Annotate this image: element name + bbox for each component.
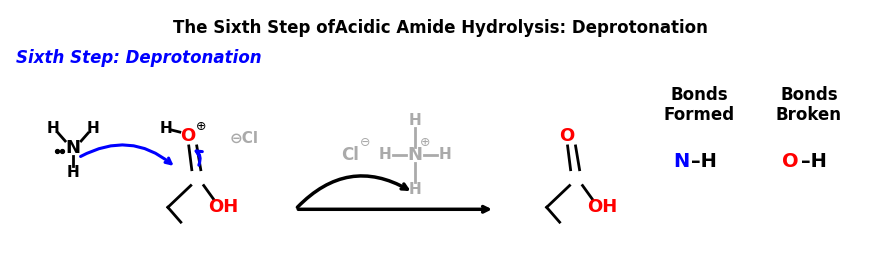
Text: H: H	[438, 147, 451, 162]
Text: H: H	[408, 113, 422, 128]
Text: ⊖: ⊖	[360, 136, 370, 150]
Text: ⊕: ⊕	[195, 120, 206, 133]
Text: The Sixth Step ofAcidic Amide Hydrolysis: Deprotonation: The Sixth Step ofAcidic Amide Hydrolysis…	[172, 19, 708, 37]
Text: Bonds
Broken: Bonds Broken	[776, 86, 842, 124]
Text: H: H	[67, 165, 79, 180]
Text: H: H	[159, 121, 172, 136]
Text: H: H	[408, 182, 422, 197]
Text: ⊕: ⊕	[420, 136, 430, 150]
Text: N: N	[407, 146, 422, 164]
Text: H: H	[87, 121, 99, 136]
Text: N: N	[66, 139, 81, 157]
Text: H: H	[47, 121, 60, 136]
Text: ⊖Cl: ⊖Cl	[230, 130, 259, 145]
Text: H: H	[378, 147, 392, 162]
Text: O: O	[782, 152, 799, 171]
Text: Bonds
Formed: Bonds Formed	[664, 86, 735, 124]
Text: O: O	[559, 127, 575, 145]
Text: O: O	[180, 127, 195, 145]
Text: Sixth Step: Deprotonation: Sixth Step: Deprotonation	[17, 49, 262, 67]
Text: –H: –H	[801, 152, 826, 171]
Text: OH: OH	[209, 198, 238, 216]
Text: OH: OH	[587, 198, 618, 216]
Text: –H: –H	[691, 152, 717, 171]
Text: N: N	[673, 152, 689, 171]
Text: Cl: Cl	[341, 146, 359, 164]
